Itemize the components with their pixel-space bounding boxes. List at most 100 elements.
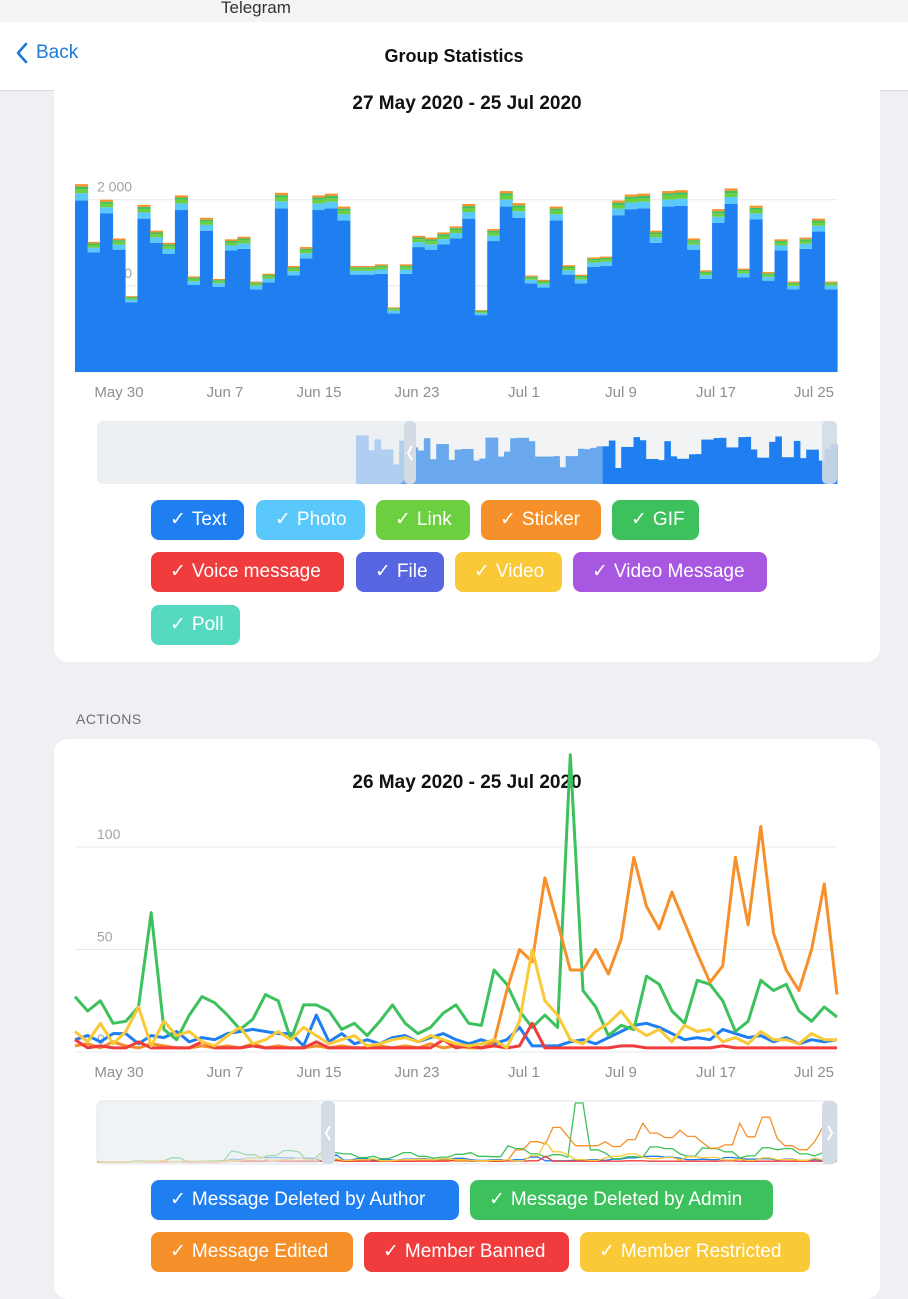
navigator-bar [750,449,758,484]
x-tick-label: May 30 [94,384,143,401]
bar-segment [724,190,738,194]
navigator-bar [448,459,456,484]
actions-chip-member-restricted[interactable]: ✓ Member Restricted [580,1232,810,1272]
checkmark-icon: ✓ [592,561,608,582]
bar-segment [174,199,189,204]
bar-segment [712,213,726,217]
bar-segment [262,278,276,283]
navigator-bar [793,440,801,484]
bar-segment [449,228,463,231]
bar-segment [424,244,438,250]
bar-segment [174,210,189,372]
bar-segment [512,203,526,206]
bar-segment [612,215,626,372]
bar-segment [437,236,451,240]
bar-segment [149,230,164,233]
bar-segment [112,249,126,372]
back-button[interactable]: Back [16,42,78,64]
bar-segment [737,269,751,272]
bar-segment [112,244,126,250]
bar-segment [374,269,388,274]
bar-segment [499,195,513,200]
messages-chip-link[interactable]: ✓ Link [376,500,470,540]
bar-segment [624,202,638,210]
actions-chip-message-edited[interactable]: ✓ Message Edited [151,1232,353,1272]
bar-segment [312,195,326,198]
bar-segment [749,207,763,210]
bar-segment [599,256,613,258]
bar-segment [312,199,326,204]
chip-label: Poll [191,614,224,635]
range-navigator[interactable] [96,1100,838,1165]
bar-segment [399,265,413,268]
bar-segment [574,279,588,284]
navigator-bar [726,447,733,484]
x-tick-label: Jun 23 [394,384,439,401]
bar-segment [762,273,776,275]
navigator-handle-left[interactable] [321,1101,335,1164]
messages-chip-voice-message[interactable]: ✓ Voice message [151,552,344,592]
bar-segment [162,248,176,254]
bar-segment [762,272,776,274]
navigator-bar [436,444,443,484]
messages-chip-video[interactable]: ✓ Video [455,552,562,592]
bar-segment [399,273,413,372]
navigator-bar [763,457,770,484]
bar-segment [237,248,251,372]
navigator-bar [547,456,554,484]
navigator-bar [787,457,795,484]
checkmark-icon: ✓ [500,509,516,530]
bar-segment [312,197,326,200]
bar-segment [474,315,488,372]
range-navigator[interactable] [97,421,838,484]
navigator-bar [701,439,708,484]
bar-segment [612,204,626,209]
messages-chip-video-message[interactable]: ✓ Video Message [573,552,767,592]
bar-segment [474,310,488,312]
bar-segment [812,225,826,232]
bar-segment [274,192,288,196]
navigator-mask [97,1101,321,1164]
navigator-bar [639,440,647,484]
bar-segment [699,275,713,279]
bar-segment [224,245,238,251]
navigator-bar [800,458,807,484]
navigator-bar [473,460,480,484]
actions-chip-message-deleted-by-author[interactable]: ✓ Message Deleted by Author [151,1180,459,1220]
navigator-bar [615,467,622,484]
navigator-bar [423,438,431,484]
bar-segment [212,286,226,372]
messages-chip-photo[interactable]: ✓ Photo [256,500,365,540]
navigator-handle-right[interactable] [822,421,837,484]
messages-chip-poll[interactable]: ✓ Poll [151,605,240,645]
checkmark-icon: ✓ [474,561,490,582]
bar-segment [212,280,226,282]
bar-segment [512,217,526,372]
messages-chip-gif[interactable]: ✓ GIF [612,500,699,540]
navigator-handle-right[interactable] [822,1101,837,1164]
navigator-bar [806,449,813,484]
bar-segment [599,266,613,372]
actions-chip-member-banned[interactable]: ✓ Member Banned [364,1232,569,1272]
bar-segment [262,273,276,276]
bar-segment [774,250,788,372]
chip-label: File [396,561,428,582]
bar-segment [787,289,801,372]
chip-label: GIF [652,509,685,530]
messages-chip-text[interactable]: ✓ Text [151,500,244,540]
bar-segment [537,284,551,288]
x-tick-label: Jul 25 [794,384,834,401]
bar-segment [637,198,651,202]
messages-chip-sticker[interactable]: ✓ Sticker [481,500,601,540]
navigator-bar [559,467,567,484]
bar-segment [87,241,101,244]
navigator-handle-left[interactable] [404,421,416,484]
bar-segment [624,196,638,199]
messages-chip-file[interactable]: ✓ File [356,552,444,592]
bar-segment [237,240,251,244]
navigator-bar [442,444,449,484]
bar-segment [499,193,513,196]
bar-segment [524,279,538,284]
bar-segment [274,201,288,209]
actions-chip-message-deleted-by-admin[interactable]: ✓ Message Deleted by Admin [470,1180,773,1220]
